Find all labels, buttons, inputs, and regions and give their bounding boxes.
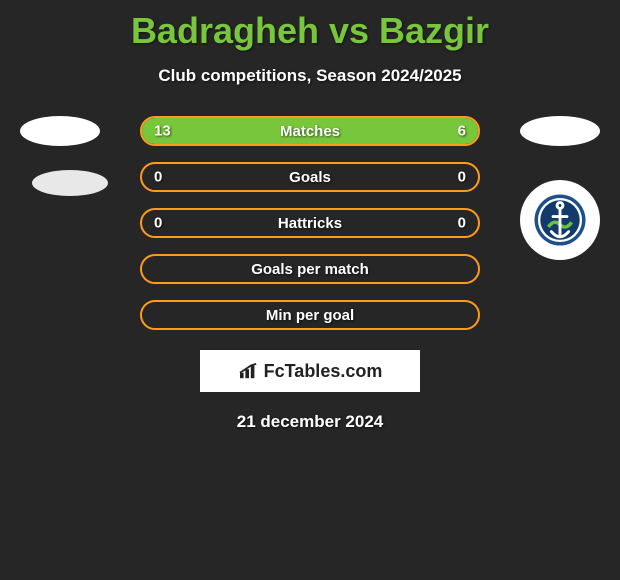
bars-icon <box>238 362 260 380</box>
comparison-row: 0 0 Hattricks <box>140 208 480 238</box>
brand-box: FcTables.com <box>200 350 420 392</box>
club-crest-right <box>520 180 600 260</box>
row-label: Min per goal <box>266 307 354 324</box>
comparison-rows: 13 6 Matches 0 0 Goals 0 0 Hattricks Goals per ma… <box>140 116 480 330</box>
comparison-row: 0 0 Goals <box>140 162 480 192</box>
row-label: Matches <box>280 123 340 140</box>
player-badge-left-oval <box>20 116 100 146</box>
comparison-row: Goals per match <box>140 254 480 284</box>
anchor-crest-icon <box>531 191 589 249</box>
value-left: 13 <box>154 123 171 140</box>
page-title: Badragheh vs Bazgir <box>0 0 620 52</box>
value-right: 0 <box>458 215 466 232</box>
row-label: Hattricks <box>278 215 342 232</box>
comparison-row: 13 6 Matches <box>140 116 480 146</box>
row-label: Goals <box>289 169 331 186</box>
value-left: 0 <box>154 215 162 232</box>
row-label: Goals per match <box>251 261 369 278</box>
value-left: 0 <box>154 169 162 186</box>
date-text: 21 december 2024 <box>0 412 620 432</box>
page-subtitle: Club competitions, Season 2024/2025 <box>0 66 620 86</box>
player-badge-left-oval-2 <box>32 170 108 196</box>
brand-text: FcTables.com <box>264 361 383 382</box>
comparison-area: 13 6 Matches 0 0 Goals 0 0 Hattricks Goals per ma… <box>0 116 620 432</box>
value-right: 0 <box>458 169 466 186</box>
value-right: 6 <box>458 123 466 140</box>
comparison-row: Min per goal <box>140 300 480 330</box>
player-badge-right-oval <box>520 116 600 146</box>
